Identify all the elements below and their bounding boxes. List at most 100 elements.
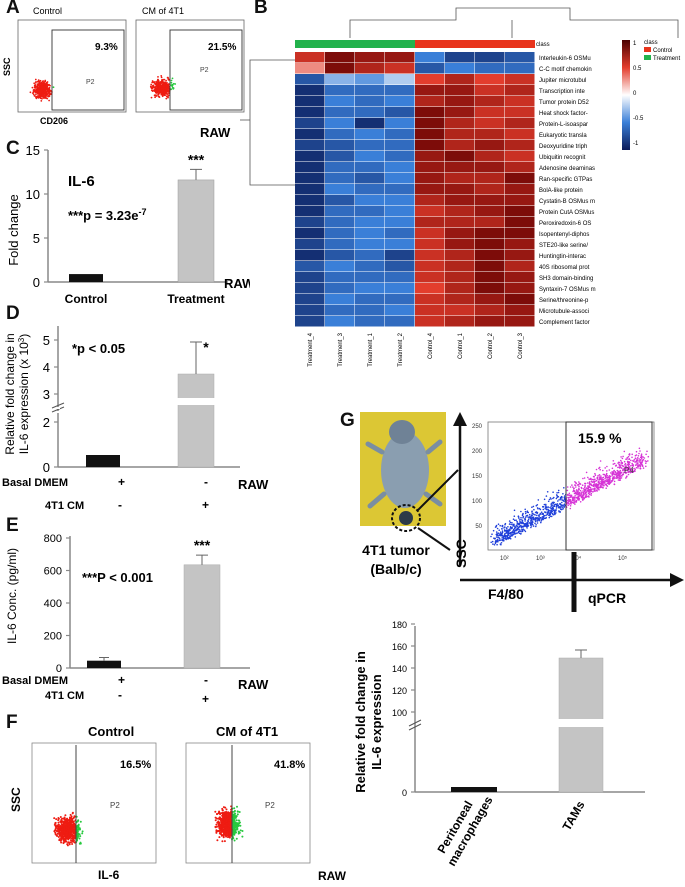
flow-dot xyxy=(535,524,537,526)
flow-dot xyxy=(602,469,604,472)
flow-dot xyxy=(645,453,647,456)
panel-g-tumor xyxy=(399,511,413,525)
flow-dot xyxy=(626,463,629,466)
ytick-label: 0 xyxy=(33,275,40,290)
panel-g-axis-break-bar xyxy=(551,719,611,727)
flow-dot xyxy=(636,458,638,461)
flow-dot xyxy=(538,515,540,518)
flow-dot xyxy=(567,496,569,499)
flow-dot xyxy=(633,469,636,472)
flow-dot xyxy=(639,467,641,469)
flow-dot xyxy=(614,477,617,479)
flow-dot xyxy=(574,495,576,497)
panel-label-b: B xyxy=(254,0,268,18)
flow-dot xyxy=(60,821,63,824)
panel-a-right-percent: 21.5% xyxy=(208,42,236,53)
flow-dot xyxy=(151,80,154,82)
flow-dot xyxy=(510,531,512,534)
flow-dot xyxy=(39,91,42,94)
flow-dot xyxy=(572,489,575,492)
flow-dot xyxy=(526,514,529,517)
ytick-label: 15 xyxy=(26,143,40,158)
flow-dot xyxy=(543,498,546,501)
flow-dot xyxy=(630,459,632,462)
flow-dot xyxy=(524,510,527,513)
flow-dot xyxy=(168,92,170,95)
flow-dot xyxy=(506,527,508,530)
flow-dot xyxy=(495,540,498,543)
flow-dot xyxy=(542,518,544,521)
heatmap-cell xyxy=(295,272,325,283)
flow-dot xyxy=(233,831,236,834)
flow-dot xyxy=(577,495,580,497)
flow-dot xyxy=(518,519,521,521)
flow-dot xyxy=(556,496,558,499)
heatmap-column-label: Control_4 xyxy=(428,332,434,359)
flow-dot xyxy=(639,459,641,462)
flow-dot xyxy=(551,501,554,504)
flow-dot xyxy=(629,471,632,474)
flow-dot xyxy=(57,817,60,820)
flow-dot xyxy=(154,90,156,93)
flow-dot xyxy=(504,538,506,540)
flow-dot xyxy=(609,481,611,483)
flow-dot xyxy=(550,510,552,512)
flow-dot xyxy=(647,460,649,462)
flow-dot xyxy=(232,833,235,835)
heatmap-cell xyxy=(385,250,415,261)
flow-dot xyxy=(155,85,158,87)
panel-g-top: 4T1 tumor (Balb/c) 15.9 % P4 250 200 150… xyxy=(360,412,684,612)
heatmap-cell xyxy=(505,140,535,151)
flow-dot xyxy=(587,495,589,498)
flow-dot xyxy=(531,510,533,512)
heatmap-cell xyxy=(325,184,355,195)
flow-dot xyxy=(534,511,537,514)
flow-dot xyxy=(534,517,537,520)
flow-dot xyxy=(518,525,521,528)
flow-dot xyxy=(608,475,610,478)
heatmap-row-label: Isopentenyl-diphos xyxy=(539,232,589,238)
heatmap-cell xyxy=(385,173,415,184)
flow-dot xyxy=(616,469,619,472)
flow-dot xyxy=(226,831,229,834)
heatmap-cell xyxy=(445,261,475,272)
flow-dot xyxy=(150,89,153,92)
flow-dot xyxy=(588,490,591,492)
flow-dot xyxy=(72,816,75,819)
panel-g-flow-dots xyxy=(490,447,650,546)
flow-dot xyxy=(155,88,158,90)
class-bar-cell xyxy=(325,40,355,48)
flow-dot xyxy=(69,839,72,842)
flow-dot xyxy=(540,517,542,519)
flow-dot xyxy=(516,528,518,531)
flow-dot xyxy=(586,482,589,484)
flow-dot xyxy=(638,461,640,463)
heatmap-cell xyxy=(295,316,325,327)
flow-dot xyxy=(581,487,583,490)
flow-dot xyxy=(563,500,565,502)
panel-b-legend-swatch-control xyxy=(644,47,651,52)
flow-dot xyxy=(647,455,650,458)
heatmap-cell xyxy=(505,217,535,228)
panel-b-colorbar-ticks: 1 0.5 0 -0.5 -1 xyxy=(633,41,644,147)
flow-dot xyxy=(531,523,534,526)
flow-dot xyxy=(163,91,166,94)
flow-dot xyxy=(578,488,580,491)
flow-dot xyxy=(505,538,508,541)
flow-dot xyxy=(555,505,558,508)
flow-dot xyxy=(216,821,219,824)
flow-dot xyxy=(237,825,239,828)
flow-dot xyxy=(516,532,518,535)
heatmap-cell xyxy=(475,239,505,250)
flow-dot xyxy=(491,540,494,543)
heatmap-cell xyxy=(325,52,355,63)
flow-dot xyxy=(611,473,613,475)
heatmap-cell xyxy=(475,261,505,272)
heatmap-cell xyxy=(295,52,325,63)
heatmap-row-label: Jupiter microtubul xyxy=(539,78,586,84)
flow-dot xyxy=(643,457,646,459)
flow-dot xyxy=(214,819,217,822)
flow-dot xyxy=(61,817,64,820)
flow-dot xyxy=(624,462,627,465)
flow-dot xyxy=(635,463,638,465)
